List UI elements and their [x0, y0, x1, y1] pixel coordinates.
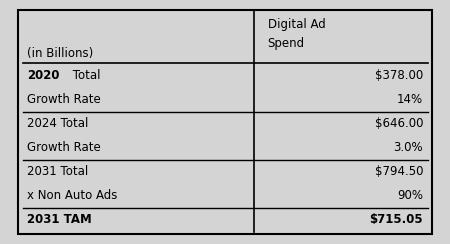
Text: Total: Total	[69, 69, 100, 82]
Text: 90%: 90%	[397, 189, 423, 202]
Text: 2031 TAM: 2031 TAM	[27, 213, 92, 226]
Text: 2024 Total: 2024 Total	[27, 117, 88, 130]
Text: Spend: Spend	[268, 37, 305, 50]
Text: 3.0%: 3.0%	[393, 141, 423, 154]
Text: Growth Rate: Growth Rate	[27, 93, 101, 106]
Text: Growth Rate: Growth Rate	[27, 141, 101, 154]
Text: (in Billions): (in Billions)	[27, 47, 93, 60]
Text: 2031 Total: 2031 Total	[27, 165, 88, 178]
Text: $378.00: $378.00	[375, 69, 423, 82]
FancyBboxPatch shape	[18, 10, 432, 234]
Text: 14%: 14%	[397, 93, 423, 106]
Text: $794.50: $794.50	[374, 165, 423, 178]
Text: $715.05: $715.05	[369, 213, 423, 226]
Text: Digital Ad: Digital Ad	[268, 18, 325, 31]
Text: $646.00: $646.00	[374, 117, 423, 130]
Text: 2020: 2020	[27, 69, 59, 82]
Text: x Non Auto Ads: x Non Auto Ads	[27, 189, 117, 202]
